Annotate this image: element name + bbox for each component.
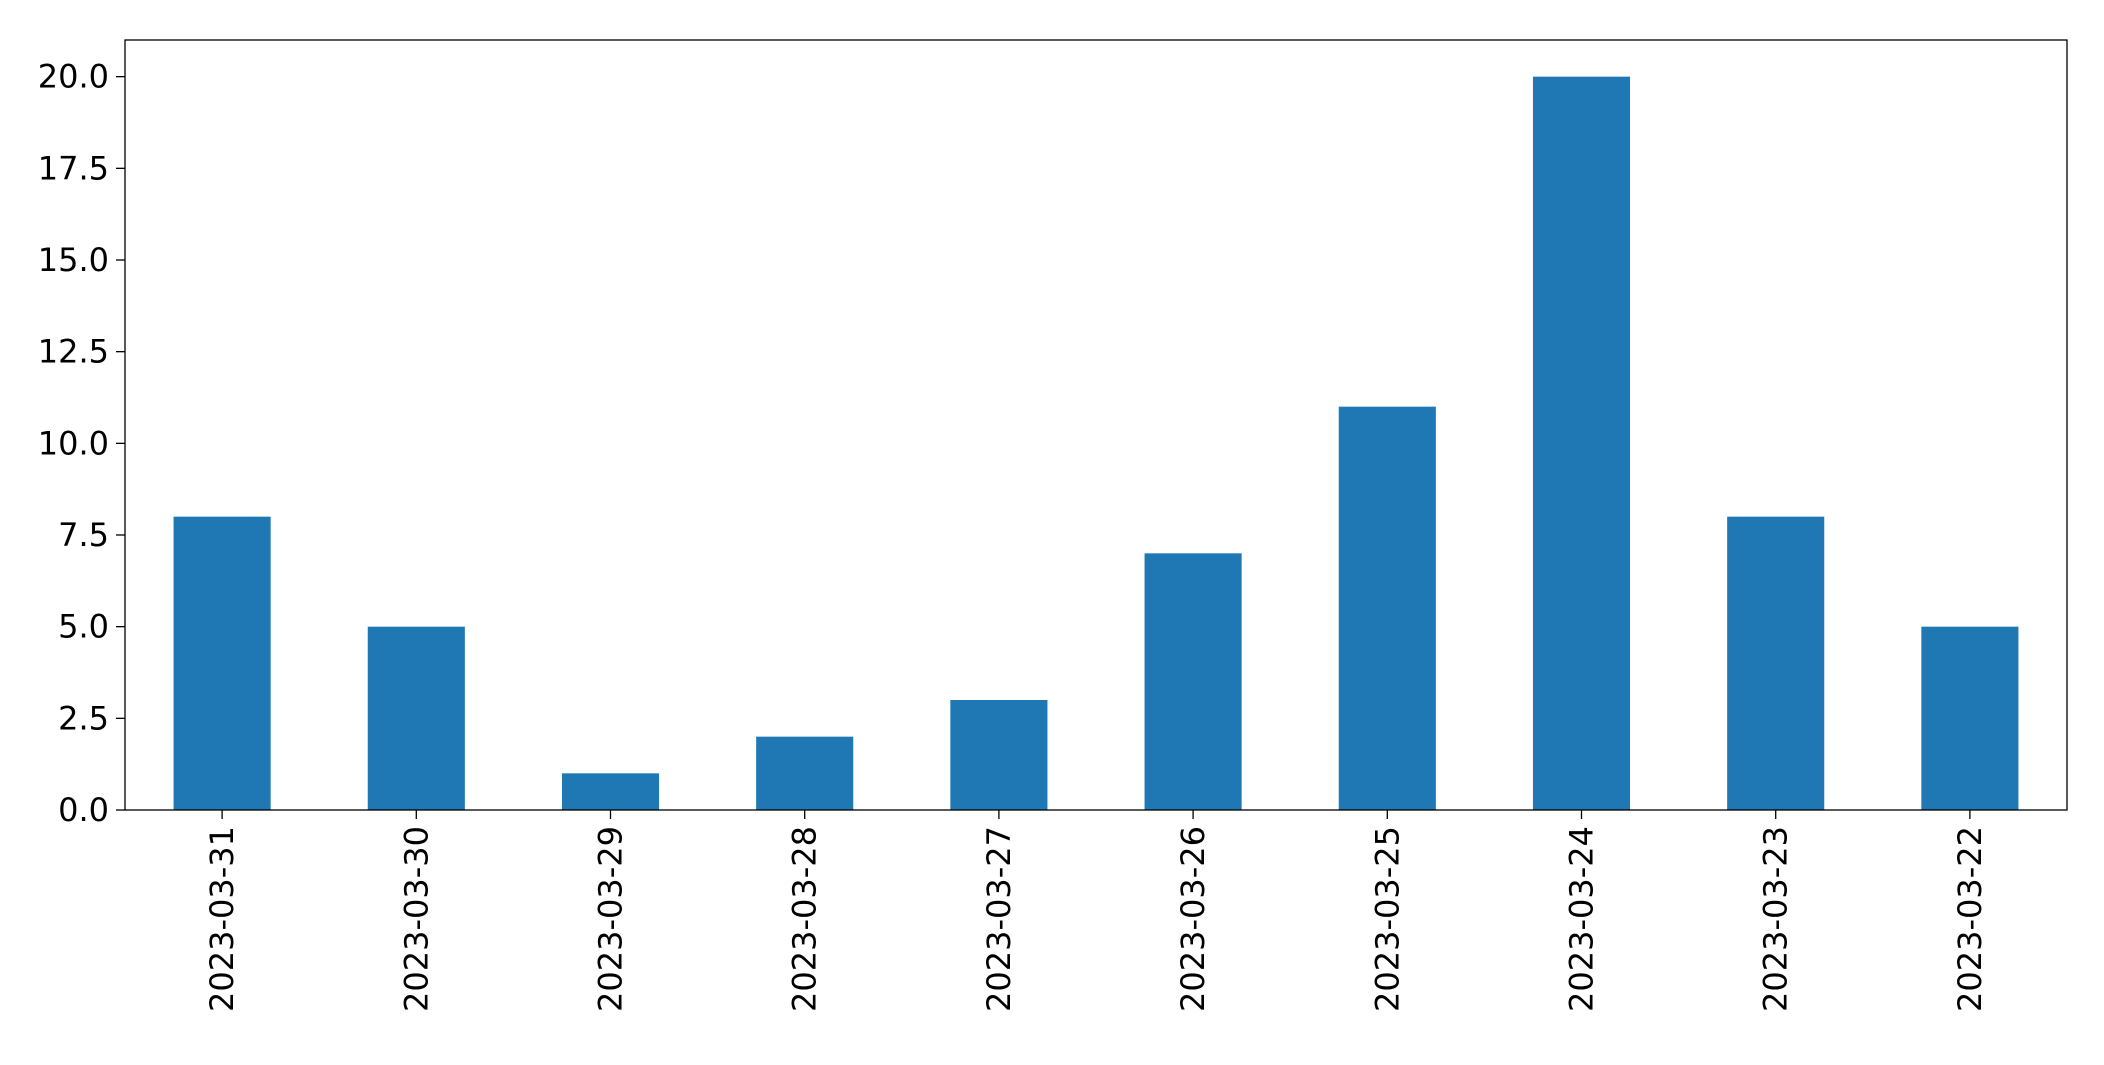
bar-2023-03-27 (950, 700, 1048, 810)
y-tick-label: 12.5 (38, 333, 109, 371)
bar-2023-03-23 (1727, 516, 1825, 810)
y-tick-label: 10.0 (38, 424, 109, 462)
y-tick-label: 5.0 (58, 608, 109, 646)
x-tick-label: 2023-03-29 (592, 826, 630, 1012)
plot-frame (124, 39, 2068, 811)
bars-layer (173, 76, 2019, 810)
y-axis: 0.0 2.5 5.0 7.5 10.0 12.5 15.0 17.5 20.0 (38, 58, 125, 829)
x-tick-label: 2023-03-30 (397, 826, 435, 1012)
y-tick-label: 15.0 (38, 241, 109, 279)
x-tick-label: 2023-03-25 (1368, 826, 1406, 1012)
x-tick-label: 2023-03-22 (1951, 826, 1989, 1012)
x-tick-label: 2023-03-28 (786, 826, 824, 1012)
bar-2023-03-28 (756, 736, 854, 810)
x-tick-label: 2023-03-27 (980, 826, 1018, 1012)
x-tick-label: 2023-03-26 (1174, 826, 1212, 1012)
x-tick-label: 2023-03-23 (1757, 826, 1795, 1012)
y-tick-label: 0.0 (58, 791, 109, 829)
y-tick-label: 2.5 (58, 699, 109, 737)
y-tick-label: 17.5 (38, 149, 109, 187)
bar-2023-03-30 (367, 626, 465, 810)
bar-2023-03-24 (1532, 76, 1631, 810)
x-tick-label: 2023-03-24 (1563, 826, 1601, 1012)
bar-2023-03-25 (1338, 406, 1436, 810)
y-tick-label: 20.0 (38, 58, 109, 96)
bar-2023-03-31 (173, 516, 271, 810)
bar-2023-03-29 (561, 773, 660, 810)
y-tick-label: 7.5 (58, 516, 109, 554)
bar-2023-03-26 (1144, 553, 1242, 810)
x-tick-label: 2023-03-31 (203, 826, 241, 1012)
bar-2023-03-22 (1921, 626, 2019, 810)
x-axis: 2023-03-31 2023-03-30 2023-03-29 2023-03-28… (203, 810, 1989, 1012)
